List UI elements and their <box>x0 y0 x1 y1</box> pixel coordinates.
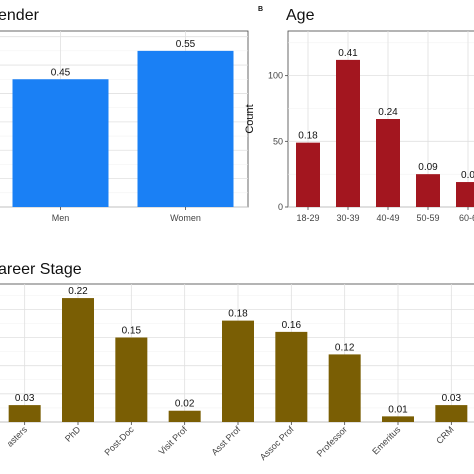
gender-x-tick-label: Men <box>52 213 70 223</box>
age-bar <box>336 59 360 207</box>
career-data-label: 0.03 <box>442 393 462 404</box>
age-data-label: 0.09 <box>418 162 438 173</box>
career-bar <box>275 331 308 422</box>
age-data-labels: 0.18 0.41 0.24 0.09 0.0 <box>298 48 474 181</box>
career-bar <box>168 410 201 422</box>
career-bar <box>62 298 94 422</box>
age-data-label: 0.18 <box>298 131 318 142</box>
age-panel-title: Age <box>286 7 315 24</box>
career-x-tick-label: Professor <box>315 424 349 458</box>
career-bar <box>328 354 361 422</box>
age-data-label: 0.24 <box>378 107 398 118</box>
career-data-label: 0.15 <box>122 326 142 337</box>
career-panel-title: areer Stage <box>0 261 82 278</box>
gender-x-tick-label: Women <box>170 213 201 223</box>
age-panel-letter: B <box>258 6 263 13</box>
career-data-label: 0.22 <box>68 286 88 297</box>
career-bar <box>382 416 414 422</box>
career-data-label: 0.02 <box>175 399 195 410</box>
career-data-label: 0.01 <box>388 404 408 415</box>
career-bar <box>435 405 468 422</box>
age-bars <box>296 59 474 207</box>
career-data-label: 0.03 <box>15 393 35 404</box>
age-bar <box>376 119 400 207</box>
career-bar <box>222 320 254 422</box>
career-x-tick-label: CRM <box>434 424 456 446</box>
career-bars <box>8 298 468 422</box>
age-x-tick-label: 60-6 <box>459 213 474 223</box>
career-data-label: 0.16 <box>282 320 302 331</box>
gender-panel: ender 0.45 0.55 Men Women <box>0 7 249 223</box>
career-data-labels: 0.03 0.22 0.15 0.02 0.18 0.16 0.12 0.01 0.03 <box>15 286 462 415</box>
career-data-label: 0.18 <box>228 309 248 320</box>
gender-data-labels: 0.45 0.55 <box>51 39 196 78</box>
career-bar <box>8 405 41 422</box>
age-data-label: 0.0 <box>461 170 474 181</box>
gender-data-label: 0.55 <box>176 39 196 50</box>
career-x-ticks: asters PhD Post-Doc Visit Prof Asst Prof Asso… <box>5 422 456 462</box>
gender-bar <box>12 79 109 207</box>
career-x-tick-label: Emeritus <box>370 424 403 457</box>
age-bar <box>416 174 440 207</box>
career-bar <box>115 337 148 422</box>
career-x-tick-label: Assoc Prof <box>258 424 296 462</box>
age-y-ticks: 0 50 100 <box>268 71 288 212</box>
gender-bars <box>12 50 234 207</box>
age-x-ticks: 18-29 30-39 40-49 50-59 60-6 <box>296 207 474 223</box>
age-x-tick-label: 50-59 <box>416 213 439 223</box>
gender-panel-title: ender <box>0 7 40 24</box>
age-y-tick-label: 50 <box>273 136 283 146</box>
career-x-tick-label: Visit Prof <box>157 424 190 457</box>
gender-x-ticks: Men Women <box>52 207 201 223</box>
career-data-label: 0.12 <box>335 342 355 353</box>
age-y-tick-label: 100 <box>268 71 283 81</box>
age-x-tick-label: 30-39 <box>336 213 359 223</box>
career-x-tick-label: PhD <box>63 424 83 444</box>
career-x-tick-label: Post-Doc <box>103 424 137 458</box>
gender-bar <box>137 50 234 207</box>
career-x-tick-label: Asst Prof <box>210 424 243 457</box>
career-x-tick-label: asters <box>5 424 30 449</box>
age-x-tick-label: 40-49 <box>376 213 399 223</box>
age-bar <box>456 182 474 207</box>
age-y-tick-label: 0 <box>278 202 283 212</box>
age-y-axis-title: Count <box>244 104 256 133</box>
age-bar <box>296 142 320 207</box>
career-panel: areer Stage 0.03 0.22 0.15 0.02 0.18 0.16 0.12… <box>0 261 474 462</box>
age-data-label: 0.41 <box>338 48 358 59</box>
age-panel: B Age Count 0 50 100 0.18 0.41 0.24 0.09 0.0 1… <box>244 6 474 223</box>
gender-data-label: 0.45 <box>51 67 71 78</box>
age-x-tick-label: 18-29 <box>296 213 319 223</box>
